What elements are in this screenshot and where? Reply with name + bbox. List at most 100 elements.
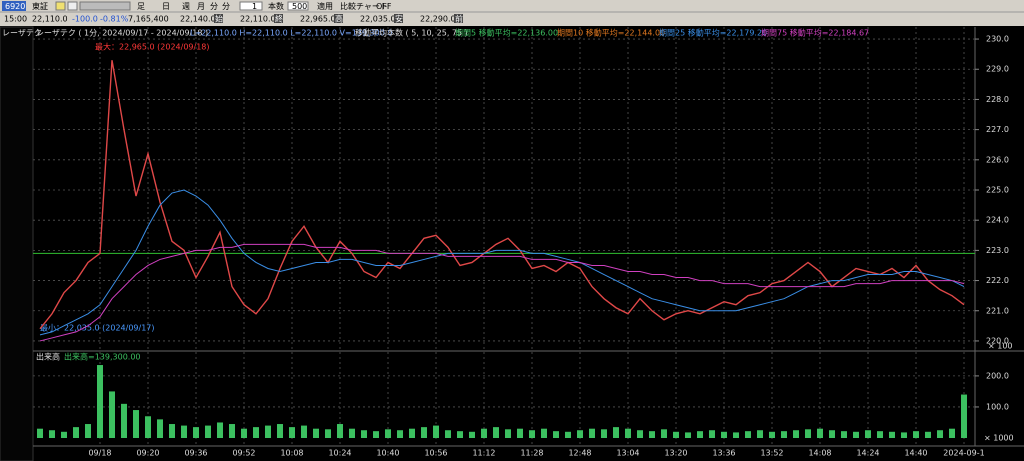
- volume-bar: [121, 403, 127, 438]
- volume-bar: [949, 428, 955, 438]
- y-tick-label: 228.0: [986, 95, 1009, 104]
- toolbar-item[interactable]: 比較チャート: [340, 1, 388, 11]
- volume-bar: [853, 431, 859, 438]
- chart-subtitle: L=22,110.0 H=22,110.0 L=22,110.0 V=139,3…: [190, 29, 392, 38]
- volume-bar: [661, 429, 667, 438]
- x-tick-label: 10:24: [328, 449, 351, 458]
- series-line: [39, 243, 965, 342]
- x-tick-label: 11:28: [520, 449, 543, 458]
- annotation: 最大：22,965.0 (2024/09/18): [95, 42, 210, 52]
- field-label-box: [394, 14, 403, 23]
- volume-bar: [805, 429, 811, 438]
- toolbar-item[interactable]: 1: [252, 2, 257, 11]
- volume-bar: [409, 428, 415, 438]
- ma-label: 期間10 移動平均=22,144.00: [557, 28, 665, 38]
- volume-bar: [673, 431, 679, 438]
- field-label: 始: [215, 14, 223, 24]
- volume-bar: [265, 425, 271, 438]
- volume-bar: [397, 430, 403, 438]
- x-tick-label: 14:08: [808, 449, 831, 458]
- y-tick-label: 230.0: [986, 35, 1009, 44]
- volume-bar: [109, 391, 115, 438]
- volume-bar: [625, 428, 631, 438]
- volume-bar: [205, 425, 211, 438]
- volume-bar: [493, 427, 499, 438]
- annotation: 最小：22,035.0 (2024/09/17): [40, 324, 155, 333]
- y-tick-label: 227.0: [986, 125, 1009, 134]
- volume-bar: [697, 431, 703, 438]
- toolbar-item[interactable]: 日: [162, 2, 170, 11]
- check-button[interactable]: [67, 1, 78, 11]
- field-label: 前: [455, 14, 463, 24]
- toolbar-item[interactable]: 週: [182, 2, 190, 11]
- volume-bar: [169, 424, 175, 438]
- volume-bar: [289, 427, 295, 438]
- volume-bar: [373, 431, 379, 438]
- x-tick-label: 13:20: [664, 449, 687, 458]
- volume-bar: [481, 428, 487, 438]
- x-tick-label: 09:52: [232, 449, 255, 458]
- toolbar-item[interactable]: 月: [197, 2, 205, 11]
- sidebar: [0, 26, 34, 461]
- volume-bar: [337, 424, 343, 438]
- volume-label: 出来高=139,300.00: [64, 352, 141, 362]
- toolbar-item[interactable]: OFF: [376, 2, 392, 11]
- volume-bar: [505, 429, 511, 438]
- volume-bar: [901, 432, 907, 438]
- y-tick-label: 222.0: [986, 276, 1009, 285]
- y-tick-label: 220.0: [986, 336, 1009, 345]
- y-tick-label: 100.0: [986, 402, 1009, 411]
- quote-row: 15:00 22,110.0 -100.0 -0.81% 7,165,400: [4, 15, 169, 24]
- toolbar-item[interactable]: 足: [137, 2, 145, 11]
- volume-bar: [85, 424, 91, 438]
- count-box[interactable]: [287, 1, 309, 11]
- y-tick-label: 221.0: [986, 306, 1009, 315]
- volume-bar: [349, 428, 355, 438]
- chart-title: レーザテク ( 1分, 2024/09/17 - 2024/09/18 ): [36, 29, 208, 38]
- toolbar: 6920 東証 足 日 週 月 分 分 1 本数 500 適用 比較チャート O…: [2, 1, 392, 11]
- toolbar-bg: [0, 0, 1024, 26]
- volume-bar: [577, 430, 583, 438]
- quote-percent: -0.81%: [100, 15, 129, 24]
- volume-bar: [925, 431, 931, 438]
- volume-bar: [313, 428, 319, 438]
- quote-volume: 7,165,400: [128, 15, 169, 24]
- volume-bar: [193, 427, 199, 438]
- volume-bar: [469, 431, 475, 438]
- x-tick-label: 13:52: [760, 449, 783, 458]
- save-button[interactable]: [79, 1, 131, 11]
- toolbar-item[interactable]: 適用: [317, 1, 333, 11]
- x-tick-label: 09:20: [136, 449, 159, 458]
- field-label-box: [274, 14, 283, 23]
- toolbar-item: 本数: [268, 1, 284, 11]
- y-tick-label: 223.0: [986, 246, 1009, 255]
- x-tick-label: 14:24: [856, 449, 879, 458]
- interval-box[interactable]: [239, 1, 263, 11]
- volume-bar: [829, 430, 835, 438]
- field-label: 安: [395, 14, 403, 24]
- x-tick-label: 11:12: [472, 449, 495, 458]
- ma-label: 期間25 移動平均=22,179.20: [659, 28, 767, 38]
- toolbar-item[interactable]: 分: [210, 2, 218, 11]
- volume-bar: [589, 428, 595, 438]
- quote-time: 15:00: [4, 15, 27, 24]
- volume-bar: [421, 427, 427, 438]
- y-tick-label: 229.0: [986, 65, 1009, 74]
- market[interactable]: 東証: [32, 1, 48, 11]
- ma-label: 期間75 移動平均=22,184.67: [761, 28, 869, 38]
- toolbar-item[interactable]: 分: [222, 2, 230, 11]
- volume-bar: [97, 365, 103, 438]
- volume-bar: [517, 428, 523, 438]
- volume-bar: [253, 427, 259, 438]
- quote-change: -100.0: [72, 15, 98, 24]
- field-value: 22,110.0: [240, 15, 276, 24]
- volume-bar: [913, 431, 919, 438]
- toolbar-item[interactable]: 500: [292, 2, 307, 11]
- code-box[interactable]: [2, 1, 26, 11]
- x-tick-label: 10:40: [376, 449, 399, 458]
- quote-price: 22,110.0: [32, 15, 68, 24]
- search-button[interactable]: [55, 1, 66, 11]
- code: 6920: [5, 2, 25, 11]
- x-tick-label: 09/18: [88, 449, 111, 458]
- volume-bar: [961, 394, 967, 438]
